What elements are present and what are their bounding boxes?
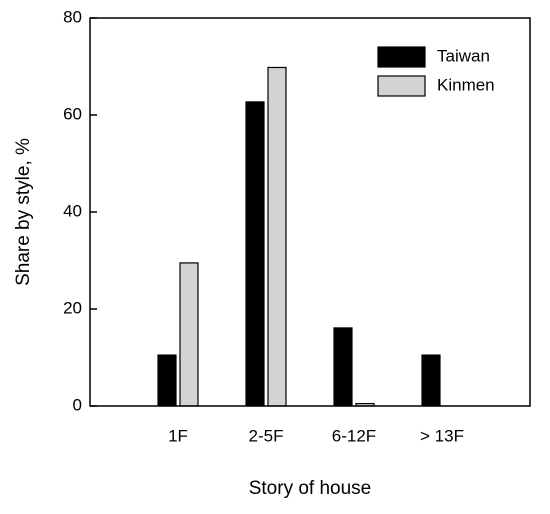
legend-swatch: [377, 46, 426, 68]
legend-label: Taiwan: [437, 46, 490, 65]
y-axis-label: Share by style, %: [13, 138, 34, 286]
x-tick-label: 2-5F: [249, 426, 284, 445]
bar: [333, 327, 353, 407]
y-tick-label: 60: [63, 104, 82, 123]
x-axis-label: Story of house: [249, 478, 372, 499]
y-tick-label: 40: [63, 201, 82, 220]
bar: [245, 101, 265, 407]
x-tick-label: 6-12F: [332, 426, 376, 445]
x-tick-label: > 13F: [420, 426, 464, 445]
legend-label: Kinmen: [437, 75, 495, 94]
legend-swatch: [377, 75, 426, 97]
x-tick-label: 1F: [168, 426, 188, 445]
bar: [179, 262, 199, 407]
y-tick-label: 0: [73, 395, 82, 414]
y-tick-label: 20: [63, 298, 82, 317]
bar: [267, 66, 287, 407]
y-tick-label: 80: [63, 7, 82, 26]
bar: [421, 354, 441, 407]
plot-frame: [89, 17, 531, 407]
bar: [157, 354, 177, 407]
